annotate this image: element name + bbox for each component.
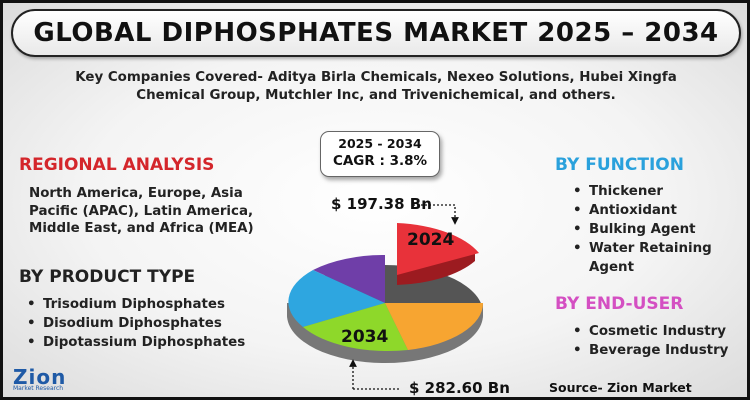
page-title: GLOBAL DIPHOSPHATES MARKET 2025 – 2034 (33, 18, 719, 48)
key-companies-text: Key Companies Covered- Aditya Birla Chem… (75, 70, 677, 103)
list-item: Thickener (569, 182, 739, 201)
list-item: Disodium Diphosphates (23, 314, 245, 333)
product-type-list: Trisodium Diphosphates Disodium Diphosph… (23, 295, 245, 352)
cagr-years: 2025 - 2034 (338, 136, 422, 151)
logo-main-text: Zion (13, 365, 67, 389)
list-item: Cosmetic Industry (569, 322, 728, 341)
function-heading: BY FUNCTION (555, 155, 684, 175)
arrow-2024 (413, 204, 459, 225)
list-item: Dipotassium Diphosphates (23, 333, 245, 352)
pie-slice-red (397, 223, 479, 275)
regional-analysis-text: North America, Europe, Asia Pacific (APA… (29, 186, 254, 236)
zion-logo: Zion Market Research (13, 365, 66, 392)
list-item: Water Retaining Agent (569, 239, 739, 277)
regional-analysis-heading: REGIONAL ANALYSIS (19, 155, 215, 175)
function-list: Thickener Antioxidant Bulking Agent Wate… (569, 182, 739, 277)
pie-slice-orange (385, 303, 484, 350)
end-user-heading: BY END-USER (555, 294, 684, 314)
market-pie-graphic: 2024 2034 (287, 204, 484, 390)
pie-slice-purple (313, 254, 385, 303)
cagr-box: 2025 - 2034 CAGR : 3.8% (320, 131, 440, 177)
value-2034-label: $ 282.60 Bn (409, 379, 510, 397)
list-item: Antioxidant (569, 201, 739, 220)
pie-label-2034: 2034 (341, 327, 388, 347)
list-item: Bulking Agent (569, 220, 739, 239)
end-user-list: Cosmetic Industry Beverage Industry (569, 322, 728, 360)
value-2024-label: $ 197.38 Bn (331, 195, 432, 213)
pie-slice-green (303, 303, 408, 352)
logo-sub-text: Market Research (13, 385, 64, 392)
pie-slice-blue (288, 270, 385, 327)
title-banner: GLOBAL DIPHOSPHATES MARKET 2025 – 2034 (11, 9, 741, 57)
pie-label-2024: 2024 (407, 230, 454, 250)
product-type-heading: BY PRODUCT TYPE (19, 267, 196, 287)
list-item: Trisodium Diphosphates (23, 295, 245, 314)
list-item: Beverage Industry (569, 341, 728, 360)
cagr-value: CAGR : 3.8% (332, 153, 428, 169)
source-text: Source- Zion Market Research (549, 380, 692, 397)
